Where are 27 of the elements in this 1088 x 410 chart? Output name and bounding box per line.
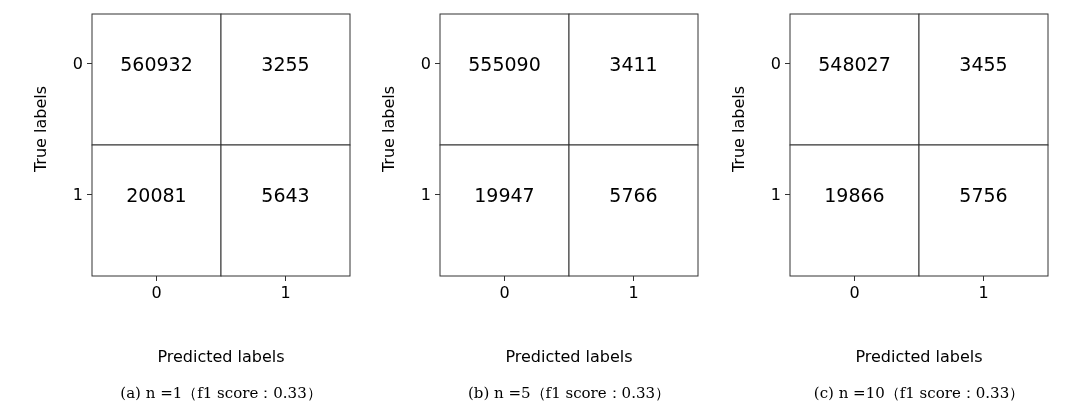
data-label: 555090: [468, 52, 541, 75]
data-label: 19866: [824, 183, 885, 206]
text: (b) n =5（f1 score：0.33）: [467, 384, 671, 402]
data-label: 548027: [818, 52, 891, 75]
x-axis-title: Predicted labels: [505, 347, 633, 366]
x-tick-label: 0: [151, 283, 162, 302]
data-label: 3255: [261, 52, 310, 75]
data-label: 20081: [126, 183, 187, 206]
data-label: 5756: [959, 183, 1008, 206]
x-tick-label: 0: [849, 283, 860, 302]
x-tick-label: 1: [628, 283, 639, 302]
x-axis-title: Predicted labels: [157, 347, 285, 366]
y-axis-title: True labels: [30, 85, 50, 174]
data-label: 19947: [474, 183, 535, 206]
data-label: 3411: [609, 52, 658, 75]
data-label: 560932: [120, 52, 193, 75]
x-tick-label: 0: [499, 283, 510, 302]
data-label: 5643: [261, 183, 310, 206]
x-tick-label: 1: [280, 283, 291, 302]
data-label: 5766: [609, 183, 658, 206]
y-axis-title: True labels: [378, 85, 398, 174]
x-tick-label: 1: [978, 283, 989, 302]
y-axis-title: True labels: [728, 85, 748, 174]
text: (c) n =10（f1 score：0.33）: [813, 384, 1025, 402]
x-axis-title: Predicted labels: [855, 347, 983, 366]
text: (a) n =1（f1 score：0.33）: [120, 384, 322, 402]
data-label: 3455: [959, 52, 1008, 75]
